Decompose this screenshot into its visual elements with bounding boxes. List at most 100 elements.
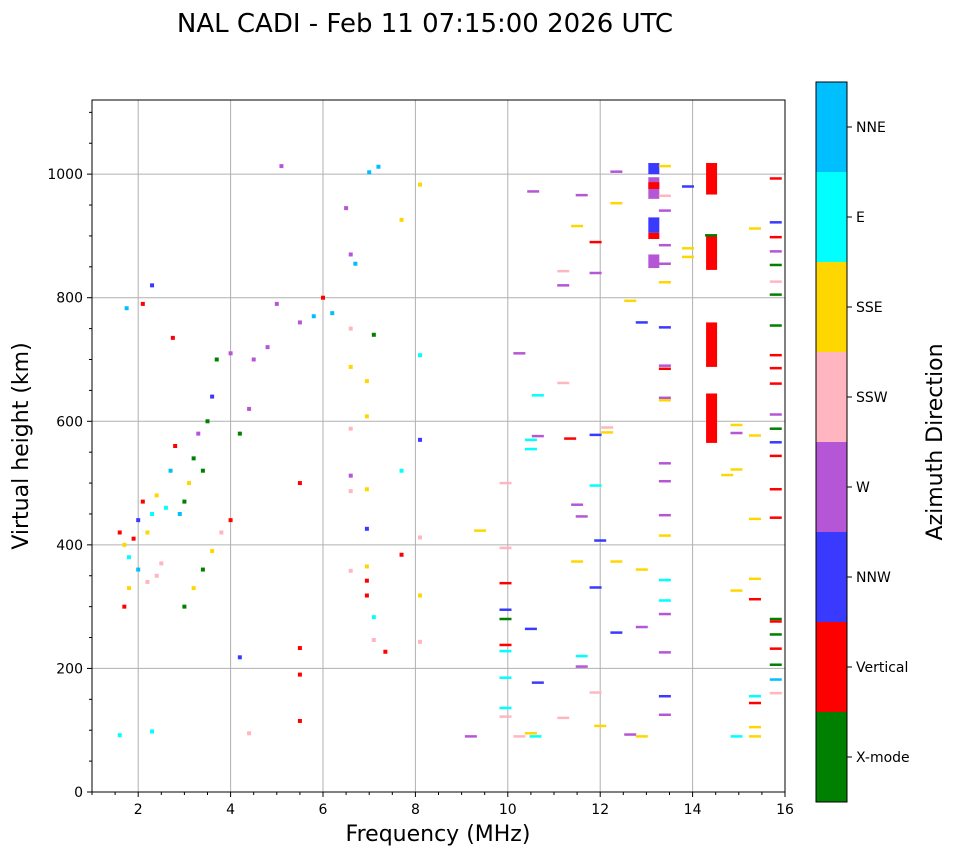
echo-point: [140, 499, 145, 504]
colorbar-segment: [816, 82, 847, 172]
echo-point: [624, 733, 637, 736]
echo-point: [524, 447, 537, 451]
echo-point: [575, 654, 588, 658]
echo-point: [589, 691, 602, 694]
echo-point: [364, 593, 369, 598]
plot-area: 2 4 6 8 10 12 14 16 0 200 400 600 800 1000: [47, 99, 794, 818]
column-bar: [648, 232, 660, 240]
echo-point: [601, 426, 614, 429]
echo-point: [214, 357, 219, 362]
echo-point: [658, 281, 671, 284]
echo-point: [200, 567, 205, 572]
colorbar: X-mode Vertical NNW W SSW SSE E NNE: [815, 81, 910, 803]
echo-point: [769, 366, 782, 370]
echo-point: [769, 413, 782, 416]
echo-point: [348, 252, 353, 257]
echo-point: [635, 625, 648, 629]
column-bar: [648, 217, 660, 233]
echo-point: [136, 567, 141, 572]
echo-point: [624, 299, 637, 303]
x-axis-label: Frequency (MHz): [346, 822, 531, 847]
echo-point: [499, 608, 512, 611]
echo-point: [610, 631, 623, 634]
y-tick-label: 600: [56, 414, 83, 430]
echo-point: [681, 185, 694, 188]
column-bar: [648, 182, 660, 189]
y-axis-ticks: 0 200 400 600 800 1000: [47, 111, 92, 801]
echo-point: [730, 589, 743, 592]
echo-point: [499, 715, 512, 718]
echo-point: [658, 399, 671, 402]
echo-point: [601, 431, 614, 434]
colorbar-label: Azimuth Direction: [923, 343, 948, 540]
colorbar-tick-label: NNE: [856, 120, 886, 136]
y-axis-label: Virtual height (km): [9, 342, 34, 549]
echo-point: [182, 604, 187, 609]
echo-point: [191, 456, 196, 461]
echo-point: [376, 164, 381, 169]
echo-point: [658, 462, 671, 465]
echo-point: [524, 627, 537, 631]
colorbar-tick-label: SSE: [856, 300, 883, 316]
echo-point: [464, 735, 477, 738]
y-tick-label: 400: [56, 538, 83, 554]
echo-point: [748, 694, 761, 698]
echo-point: [297, 320, 302, 325]
echo-point: [769, 235, 782, 239]
x-tick-label: 12: [591, 802, 609, 818]
chart-title: NAL CADI - Feb 11 07:15:00 2026 UTC: [177, 9, 673, 39]
echo-point: [344, 206, 349, 211]
echo-point: [769, 663, 782, 666]
echo-point: [136, 518, 141, 523]
colorbar-tick-label: E: [856, 210, 865, 226]
echo-point: [557, 716, 570, 720]
echo-point: [173, 444, 178, 448]
echo-point: [658, 209, 671, 212]
echo-point: [330, 311, 335, 316]
colorbar-frame: [815, 81, 848, 803]
echo-point: [200, 468, 205, 473]
column-bar: [706, 393, 718, 443]
echo-point: [348, 426, 353, 431]
echo-point: [748, 227, 761, 230]
echo-point: [279, 164, 284, 169]
echo-point: [748, 577, 761, 581]
echo-point: [721, 473, 734, 477]
echo-point: [122, 542, 127, 547]
echo-point: [297, 646, 302, 651]
echo-point: [499, 581, 512, 585]
echo-point: [499, 546, 512, 550]
echo-point: [371, 615, 376, 620]
echo-point: [348, 473, 353, 478]
colorbar-segment: [816, 172, 847, 262]
echo-point: [124, 306, 129, 311]
echo-point: [575, 665, 588, 668]
echo-point: [364, 414, 369, 419]
echo-point: [364, 487, 369, 492]
echo-point: [364, 578, 369, 583]
y-tick-label: 0: [74, 785, 83, 801]
echo-point: [163, 505, 168, 510]
echo-point: [297, 672, 302, 677]
echo-point: [769, 617, 782, 621]
echo-point: [168, 468, 173, 473]
echo-point: [557, 381, 570, 385]
echo-point: [658, 513, 671, 517]
echo-point: [513, 352, 526, 355]
echo-point: [527, 190, 540, 193]
echo-point: [571, 224, 584, 228]
echo-point: [399, 552, 404, 557]
echo-point: [769, 263, 782, 267]
x-axis-ticks: 2 4 6 8 10 12 14 16: [91, 792, 794, 818]
echo-point: [383, 649, 388, 654]
echo-point: [126, 555, 131, 560]
echo-point: [594, 724, 607, 728]
y-tick-label: 200: [56, 661, 83, 677]
x-tick-label: 6: [319, 802, 328, 818]
echo-point: [610, 170, 623, 173]
colorbar-segment: [816, 352, 847, 442]
echo-point: [658, 262, 671, 265]
echo-point: [658, 578, 671, 582]
echo-point: [247, 731, 252, 736]
